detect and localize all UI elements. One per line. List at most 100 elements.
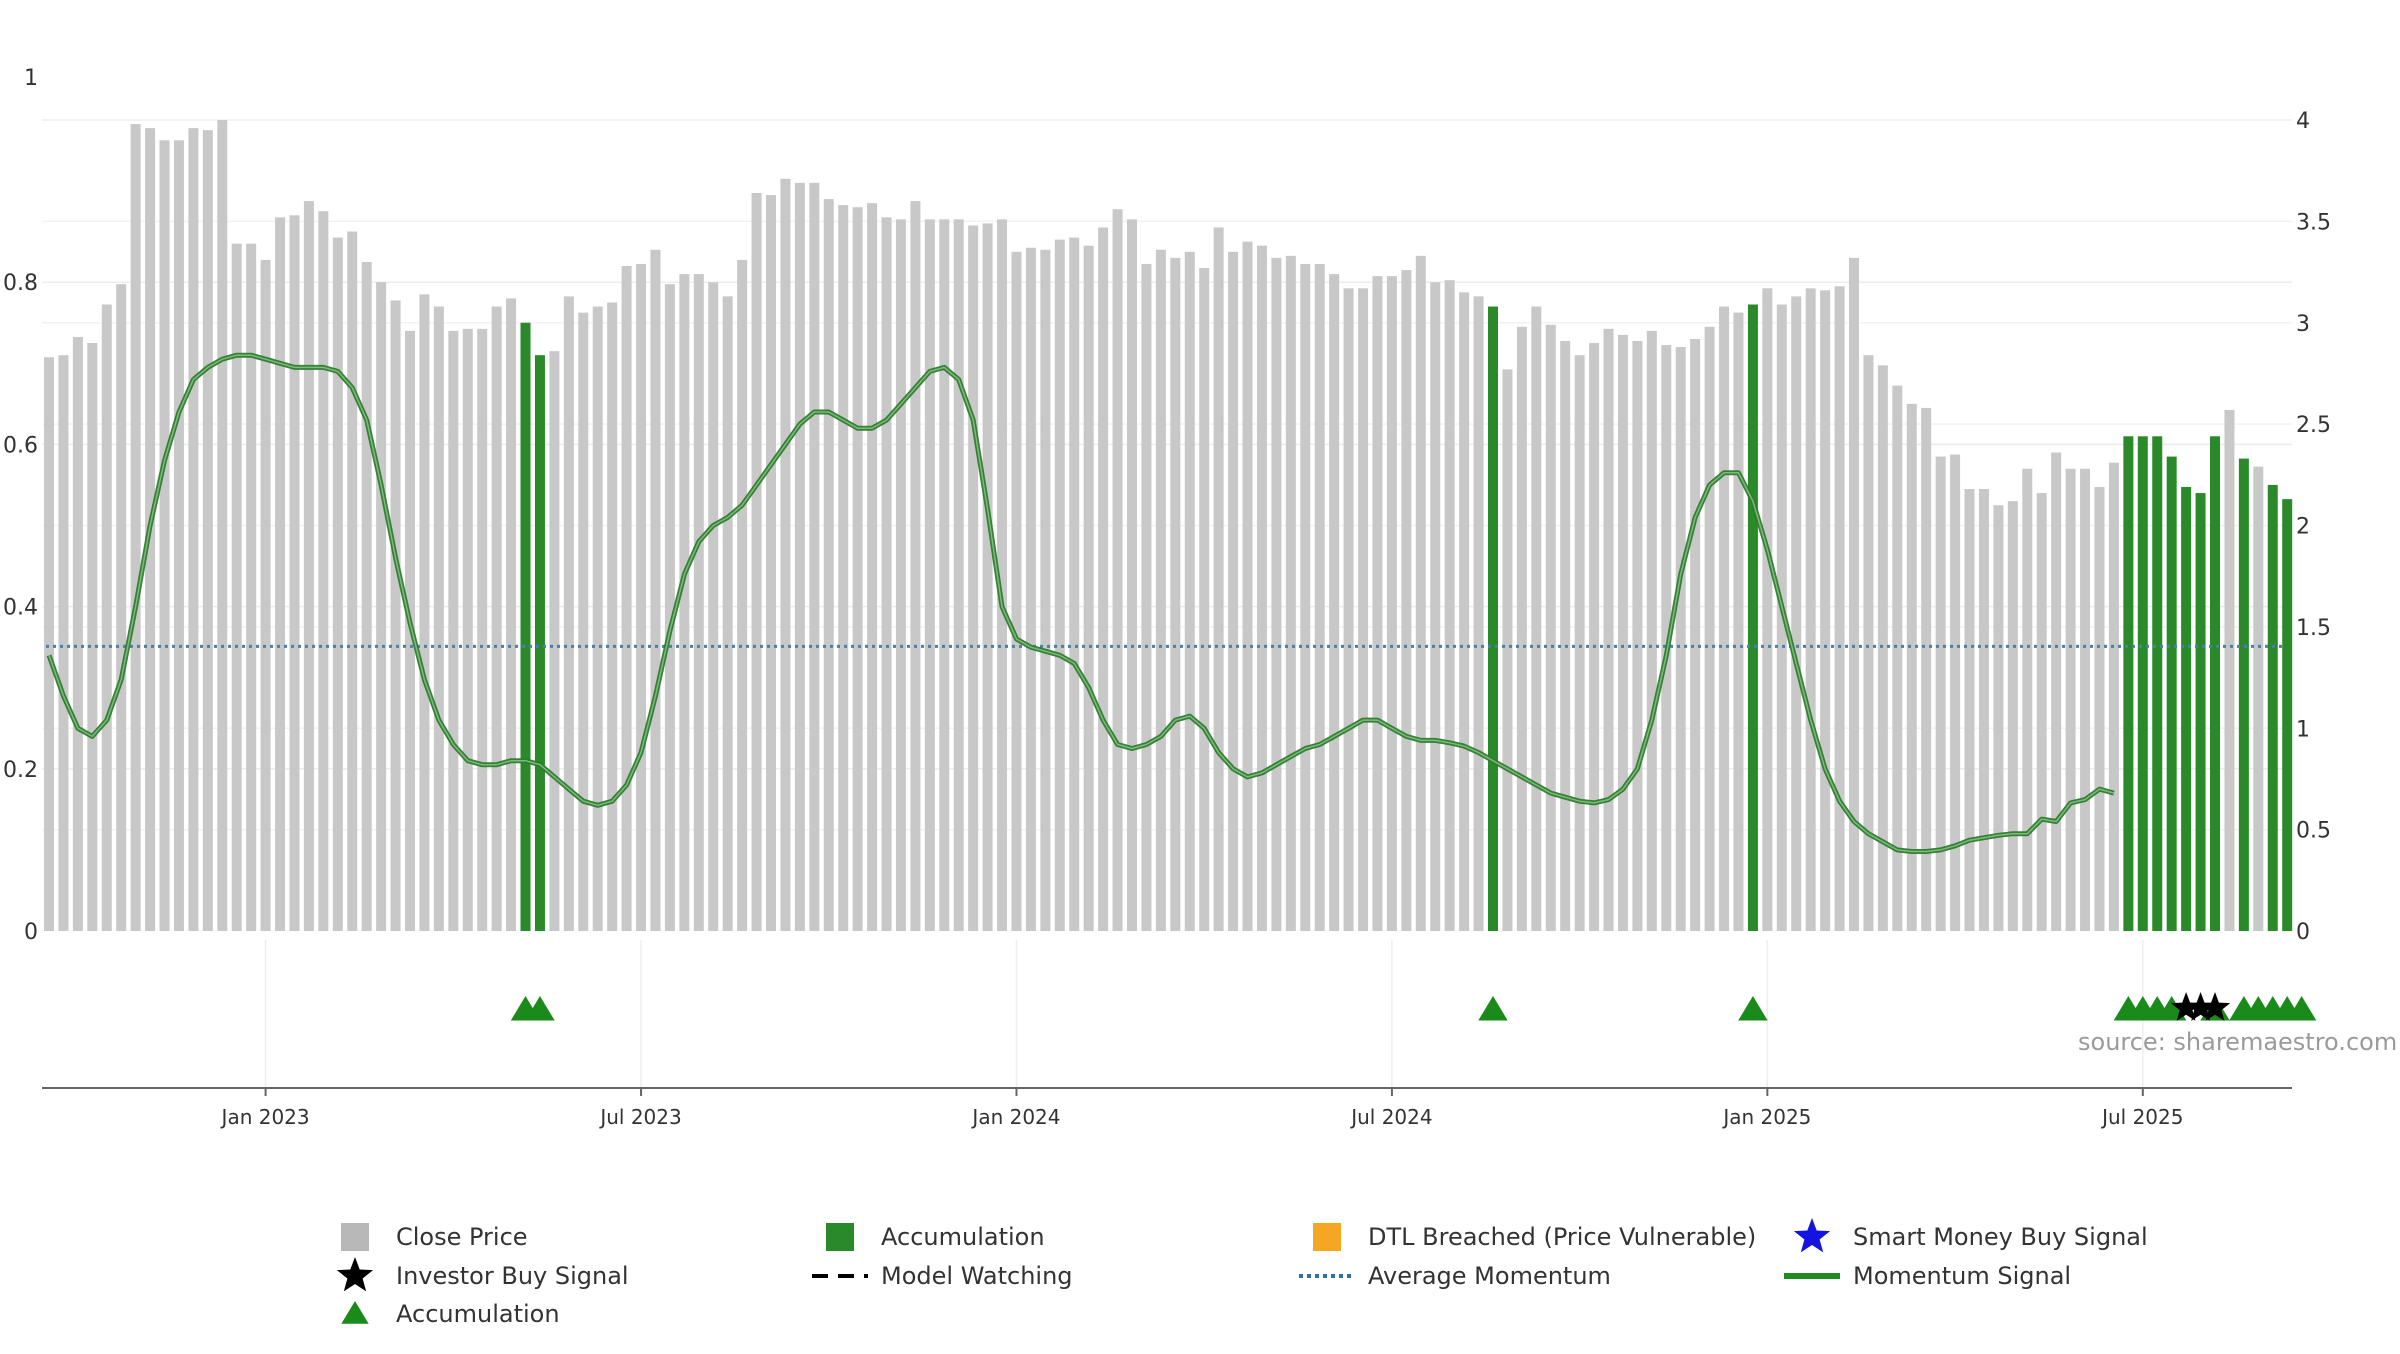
price-bar [1083,245,1094,931]
momentum-lines [46,352,2286,854]
price-bar [809,182,820,932]
price-bar [116,284,127,931]
price-bar [1040,249,1051,931]
price-bar [231,243,242,932]
price-bar [1430,282,1441,931]
price-bars [44,120,2293,932]
accumulation-bar [520,322,531,931]
price-bar [607,302,618,932]
price-bar [1632,340,1643,931]
accumulation-bar [2137,436,2148,931]
price-bar [953,219,964,931]
accumulation-bar [534,355,545,931]
y-left-tick-label: 0 [24,920,38,945]
price-bar [477,328,488,931]
price-bar [1358,288,1369,932]
price-bar [1849,257,1859,931]
price-bar [737,259,748,932]
price-bar [202,130,213,931]
price-bar [1921,407,1932,931]
price-bar [433,306,444,931]
legend-label: Model Watching [881,1262,1073,1290]
price-bar [722,296,733,932]
price-bar [260,259,271,932]
price-bar [924,219,935,931]
price-bar [1459,292,1470,931]
y-left-tick-label: 0.2 [3,758,38,783]
price-bar [188,128,199,932]
price-bar [462,328,473,931]
price-bar [1675,347,1686,932]
price-bar [549,351,560,931]
price-bar [1805,288,1816,932]
price-bar [2224,409,2235,931]
x-tick-label: Jan 2024 [970,1105,1060,1129]
price-bar [1502,369,1513,931]
price-bar [1892,385,1903,931]
price-bar [1228,251,1239,932]
accumulation-bar [2267,484,2278,931]
momentum-signal-line [46,352,2115,854]
axes: 0 0.2 0.4 0.6 0.8 1 0 0.5 1 1.5 2 2.5 3 3.5 4 Jan 2023 J… [3,66,2331,1129]
price-bar [1719,306,1730,931]
price-bar [1314,263,1325,931]
price-bar [101,304,112,931]
price-bar [1213,227,1224,931]
price-bar [708,282,719,931]
price-bar [1516,326,1527,931]
price-bar [968,225,979,931]
price-bar [318,211,329,932]
price-bar [1285,255,1296,931]
price-bar [1545,324,1556,932]
accumulation-bar [2152,436,2163,931]
price-bar [491,306,502,931]
price-bar [2065,468,2076,931]
price-bar [1574,355,1585,931]
legend-label: DTL Breached (Price Vulnerable) [1368,1223,1756,1251]
price-bar [1762,288,1773,932]
price-bar [506,298,517,931]
price-bar [838,205,849,931]
price-bar [173,140,184,931]
price-bar [751,192,762,932]
price-bar [159,140,170,931]
price-bar [592,306,603,931]
price-bar [1300,263,1311,931]
price-bar [780,178,791,932]
accumulation-bar [2166,456,2177,931]
accumulation-triangle [1478,996,1508,1021]
accumulation-bar [2181,486,2192,931]
price-bar [2036,493,2047,931]
price-bar [275,217,286,931]
y-right-tick-label: 2.5 [2296,413,2331,438]
price-bar [1589,343,1600,931]
price-bar [939,219,950,931]
price-bar [1791,296,1802,932]
price-bar [44,357,54,931]
price-bar [1560,340,1571,931]
price-bar [867,203,878,931]
accumulation-bar [2210,436,2220,931]
legend-swatch [1313,1223,1341,1251]
price-bar [1646,330,1657,931]
price-bar [1386,276,1397,931]
price-bar [1069,237,1080,932]
price-bar [1025,247,1036,932]
legend-item: Accumulation [341,1300,560,1328]
price-bar [1271,257,1282,931]
price-bar [1603,328,1614,931]
price-bar [1978,489,1989,931]
price-bar [650,249,661,931]
x-tick-label: Jul 2025 [2100,1105,2183,1129]
price-bar [1184,251,1195,932]
accumulation-bar [1488,306,1498,931]
price-bar [289,215,300,932]
legend-label: Close Price [396,1223,528,1251]
price-bar [563,296,574,932]
price-bar [1776,304,1787,931]
price-bar [1011,251,1022,932]
price-bar [303,201,314,932]
legend-item: Model Watching [812,1262,1073,1290]
x-tick-label: Jan 2023 [220,1105,310,1129]
